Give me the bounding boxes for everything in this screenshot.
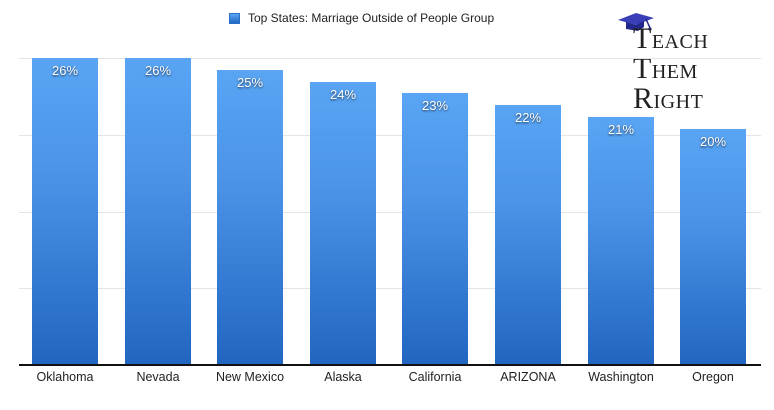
graduation-cap-icon xyxy=(618,13,654,31)
x-tick-label: Oregon xyxy=(692,370,734,384)
x-axis-line xyxy=(19,364,761,366)
bar-value-label: 26% xyxy=(144,63,172,78)
logo-line-them: THEM xyxy=(633,52,698,85)
teach-them-right-logo: TEACH THEM RIGHT xyxy=(616,12,736,115)
x-tick-label: Washington xyxy=(588,370,654,384)
gridline xyxy=(19,212,761,213)
x-tick-label: Nevada xyxy=(136,370,180,384)
bar-value-label: 20% xyxy=(699,134,727,149)
gridline xyxy=(19,288,761,289)
bar-value-label: 24% xyxy=(329,87,357,102)
logo-line-teach: TEACH xyxy=(633,22,709,55)
gridline xyxy=(19,58,761,59)
x-tick-label: California xyxy=(408,370,462,384)
bar-alaska: 24% xyxy=(310,82,376,365)
bar-oregon: 20% xyxy=(680,129,746,365)
x-tick-label: New Mexico xyxy=(215,370,285,384)
x-tick-label: ARIZONA xyxy=(500,370,556,384)
bar-value-label: 21% xyxy=(607,122,635,137)
bar-new-mexico: 25% xyxy=(217,70,283,365)
legend-swatch xyxy=(229,12,240,24)
bar-arizona: 22% xyxy=(495,105,561,365)
bar-value-label: 26% xyxy=(51,63,79,78)
plot-area: 26% 26% 25% 24% 23% 22% 21% 20% xyxy=(19,58,761,366)
x-tick-label: Oklahoma xyxy=(36,370,94,384)
bar-washington: 21% xyxy=(588,117,654,365)
bar-nevada: 26% xyxy=(125,58,191,365)
bar-oklahoma: 26% xyxy=(32,58,98,365)
bar-california: 23% xyxy=(402,93,468,365)
logo-line-right: RIGHT xyxy=(633,82,704,115)
gridline xyxy=(19,135,761,136)
bar-value-label: 25% xyxy=(236,75,264,90)
x-tick-label: Alaska xyxy=(324,370,362,384)
bar-value-label: 23% xyxy=(421,98,449,113)
chart-legend: Top States: Marriage Outside of People G… xyxy=(229,10,494,26)
bar-value-label: 22% xyxy=(514,110,542,125)
legend-label: Top States: Marriage Outside of People G… xyxy=(248,11,495,25)
